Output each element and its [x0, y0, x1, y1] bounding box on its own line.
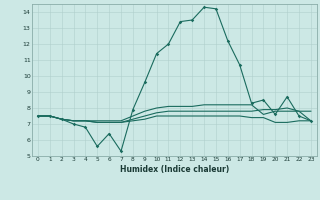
X-axis label: Humidex (Indice chaleur): Humidex (Indice chaleur): [120, 165, 229, 174]
